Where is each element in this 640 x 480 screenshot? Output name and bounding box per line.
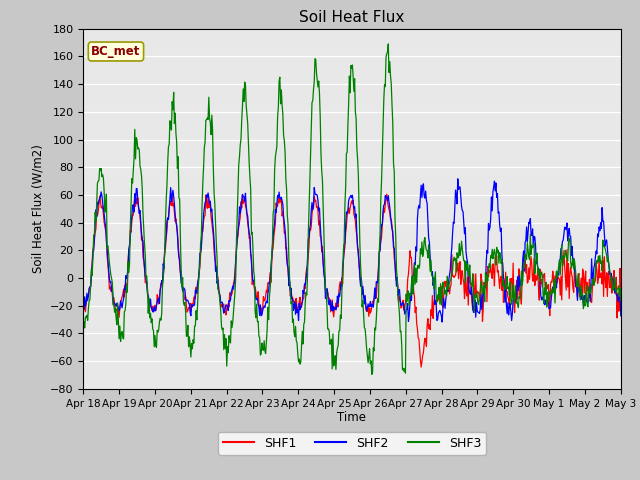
SHF2 xyxy=(454,176,461,181)
SHF3 xyxy=(617,298,625,303)
SHF1 xyxy=(617,286,625,292)
SHF2 xyxy=(227,289,235,295)
SHF2 xyxy=(433,318,441,324)
SHF1 xyxy=(383,192,390,197)
SHF1 xyxy=(419,353,426,359)
SHF1 xyxy=(435,296,442,302)
SHF3 xyxy=(419,253,426,259)
Y-axis label: Soil Heat Flux (W/m2): Soil Heat Flux (W/m2) xyxy=(31,144,44,273)
SHF2 xyxy=(199,224,207,229)
X-axis label: Time: Time xyxy=(337,411,367,424)
SHF3 xyxy=(435,295,442,300)
SHF1 xyxy=(227,292,235,298)
SHF2 xyxy=(417,182,425,188)
SHF3 xyxy=(227,318,235,324)
SHF2 xyxy=(89,249,97,254)
SHF2 xyxy=(617,313,625,319)
SHF1 xyxy=(145,295,152,301)
SHF3 xyxy=(89,255,97,261)
Text: BC_met: BC_met xyxy=(92,45,141,58)
Line: SHF3: SHF3 xyxy=(83,44,621,374)
Line: SHF1: SHF1 xyxy=(83,194,621,367)
SHF1 xyxy=(417,364,425,370)
SHF2 xyxy=(79,304,87,310)
SHF2 xyxy=(145,293,152,299)
Line: SHF2: SHF2 xyxy=(83,179,621,322)
Legend: SHF1, SHF2, SHF3: SHF1, SHF2, SHF3 xyxy=(218,432,486,455)
Title: Soil Heat Flux: Soil Heat Flux xyxy=(300,10,404,25)
SHF3 xyxy=(368,372,376,377)
SHF3 xyxy=(385,41,392,47)
SHF2 xyxy=(438,319,446,325)
SHF1 xyxy=(199,229,207,235)
SHF1 xyxy=(79,298,87,303)
SHF3 xyxy=(199,180,207,185)
SHF3 xyxy=(145,310,152,316)
SHF1 xyxy=(89,246,97,252)
SHF3 xyxy=(79,317,87,323)
